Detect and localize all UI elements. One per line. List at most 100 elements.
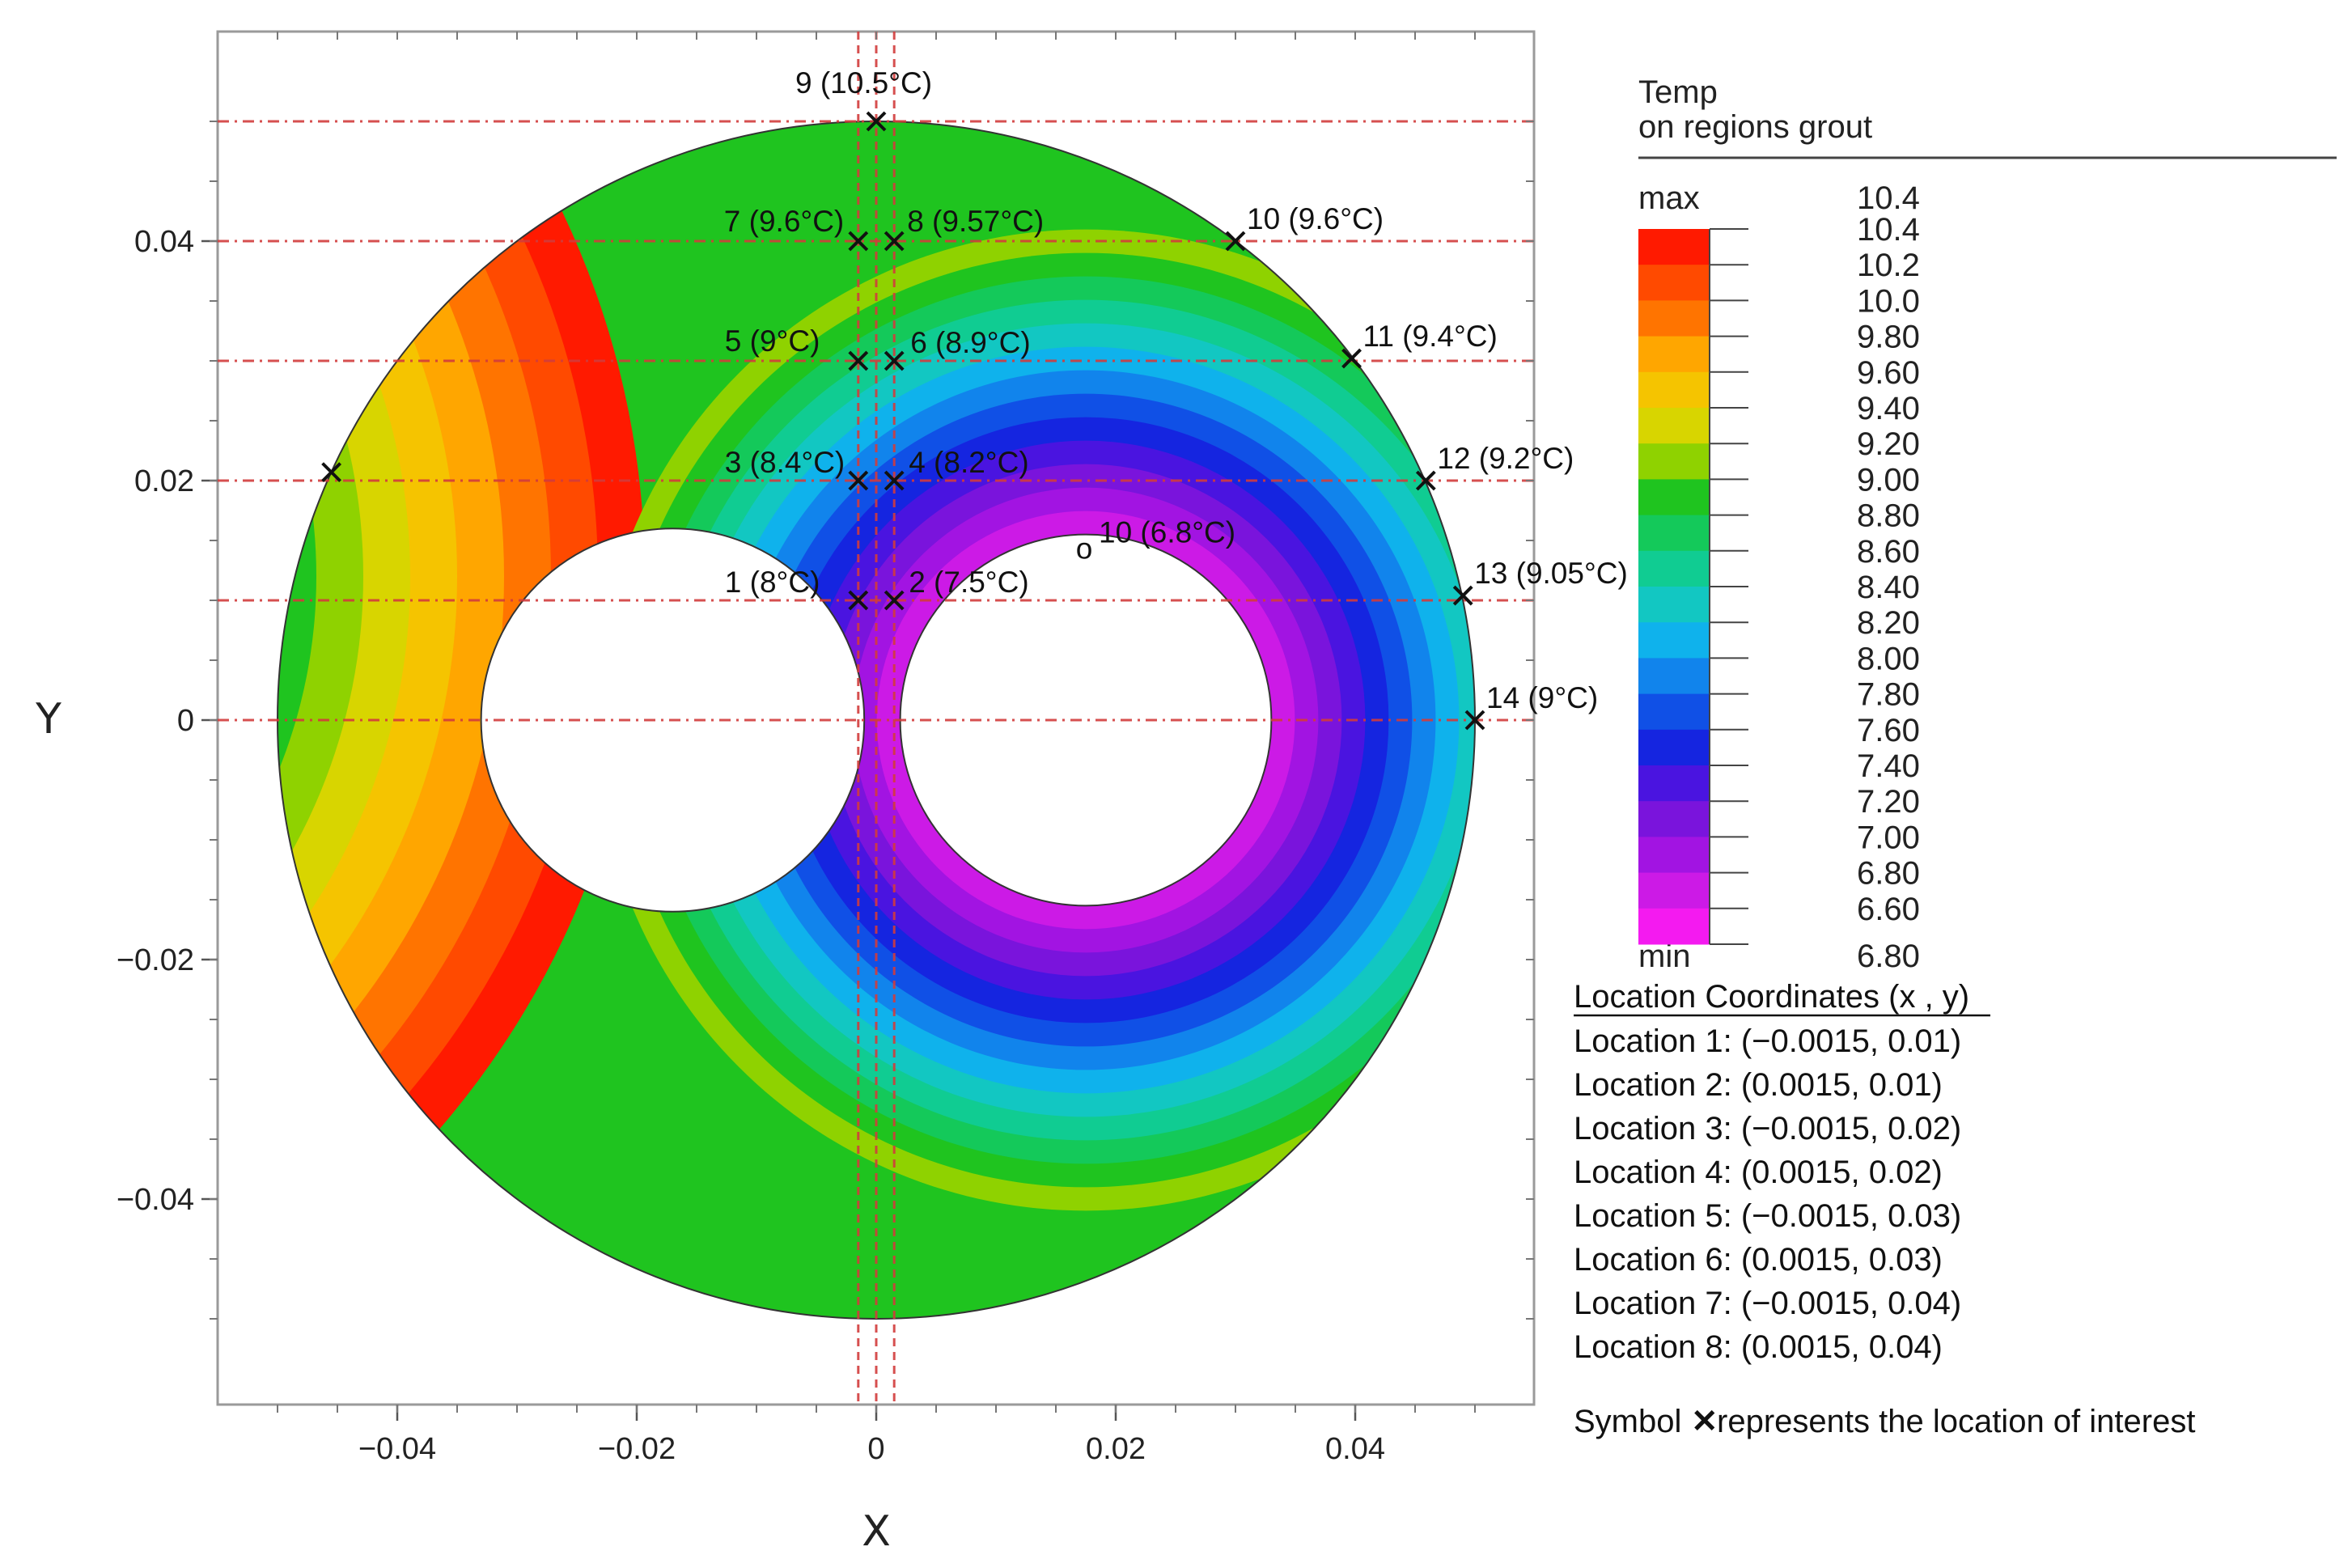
location-marker-2: 2 (7.5°C): [884, 566, 1029, 611]
colorbar-swatch: [1638, 371, 1710, 409]
colorbar-level-label: 7.80: [1857, 677, 1920, 713]
colorbar-level-label: 6.60: [1857, 892, 1920, 927]
cross-mark: [848, 590, 869, 611]
legend-max-value: 10.4: [1857, 180, 1920, 216]
symbol-note-prefix: Symbol: [1574, 1404, 1681, 1439]
colorbar-level-label: 8.40: [1857, 570, 1920, 605]
left-pipe-hole: [480, 528, 866, 913]
cross-mark: [1225, 231, 1246, 252]
colorbar-swatch: [1638, 765, 1710, 802]
annotation-marker: o: [1076, 532, 1093, 566]
colorbar-swatch: [1638, 300, 1710, 337]
location-marker-9: 9 (10.5°C): [795, 66, 932, 132]
location-marker-7: 7 (9.6°C): [724, 205, 869, 252]
symbol-note-suffix: represents the location of interest: [1717, 1404, 2195, 1439]
location-marker-6: 6 (8.9°C): [884, 326, 1031, 371]
colorbar-level-label: 7.20: [1857, 784, 1920, 820]
colorbar-swatch: [1638, 658, 1710, 695]
location-label-8: 8 (9.57°C): [907, 205, 1044, 238]
y-tick-label: 0.04: [134, 225, 194, 259]
location-label-11: 11 (9.4°C): [1363, 320, 1498, 353]
coordinate-item: Location 6: (0.0015, 0.03): [1574, 1242, 1943, 1278]
colorbar-swatch: [1638, 837, 1710, 874]
y-tick-label: 0.02: [134, 464, 194, 498]
colorbar-swatch: [1638, 550, 1710, 587]
location-marker-10: 10 (9.6°C): [1225, 202, 1384, 252]
colorbar-level-label: 8.60: [1857, 534, 1920, 570]
colorbar-level-label: 10.0: [1857, 283, 1920, 319]
cold-gradient-bands: [595, 229, 1534, 1211]
legend-max-label: max: [1638, 180, 1700, 216]
legend-min-value: 6.80: [1857, 939, 1920, 974]
coordinates-title: Location Coordinates (x , y): [1574, 979, 1969, 1015]
location-marker-8: 8 (9.57°C): [884, 205, 1044, 252]
colorbar-swatch: [1638, 229, 1710, 265]
location-label-3: 3 (8.4°C): [725, 446, 845, 479]
colorbar-swatch: [1638, 265, 1710, 301]
colorbar-level-label: 7.60: [1857, 713, 1920, 748]
y-tick-label: −0.02: [117, 943, 194, 977]
cross-mark: [884, 590, 905, 611]
colorbar-level-label: 9.80: [1857, 320, 1920, 355]
colorbar-swatch: [1638, 336, 1710, 373]
legend-title: Temp: [1638, 74, 1718, 110]
colorbar-swatch: [1638, 729, 1710, 766]
colorbar-level-label: 9.60: [1857, 355, 1920, 391]
location-marker-14: 14 (9°C): [1464, 681, 1598, 731]
location-label-14: 14 (9°C): [1486, 681, 1598, 714]
location-marker-1: 1 (8°C): [725, 566, 869, 611]
contour-band-cold: [876, 511, 1295, 930]
location-marker-12: 12 (9.2°C): [1415, 442, 1574, 491]
colorbar-swatch: [1638, 693, 1710, 731]
colorbar-swatch: [1638, 443, 1710, 480]
cross-mark: [848, 231, 869, 252]
x-axis-ticks: −0.04 −0.02 0 0.02 0.04: [277, 32, 1476, 1466]
colorbar-level-label: 8.80: [1857, 498, 1920, 534]
coordinate-item: Location 8: (0.0015, 0.04): [1574, 1329, 1943, 1365]
colorbar-level-label: 6.80: [1857, 856, 1920, 892]
cross-mark: [1341, 348, 1362, 369]
location-marker-4: 4 (8.2°C): [884, 446, 1029, 491]
cross-mark: [884, 350, 905, 371]
cross-mark: [848, 350, 869, 371]
x-tick-label: 0: [867, 1432, 884, 1466]
location-markers: 1 (8°C) 2 (7.5°C) 3 (8.4°C) 4 (8.2°C) 5 (9°C…: [321, 66, 1628, 731]
contour-band-hot: [218, 272, 316, 881]
location-label-2: 2 (7.5°C): [909, 566, 1028, 599]
colorbar-level-label: 10.2: [1857, 248, 1920, 283]
cross-mark: [848, 470, 869, 491]
x-tick-label: −0.02: [598, 1432, 676, 1466]
location-label-10: 10 (9.6°C): [1247, 202, 1384, 235]
colorbar-level-label: 9.00: [1857, 462, 1920, 498]
symbol-note-symbol: ✕: [1691, 1404, 1718, 1439]
location-label-5: 5 (9°C): [725, 324, 820, 358]
colorbar-swatch: [1638, 479, 1710, 516]
y-axis-title: Y: [35, 695, 61, 744]
y-tick-label: 0: [177, 704, 194, 738]
colorbar-swatch: [1638, 908, 1710, 945]
location-marker-3: 3 (8.4°C): [725, 446, 869, 491]
location-marker-13: 13 (9.05°C): [1452, 557, 1628, 606]
location-coordinates: Location Coordinates (x , y) Location 1:…: [1574, 979, 1990, 1365]
y-tick-label: −0.04: [117, 1183, 194, 1217]
cross-mark: [866, 111, 887, 132]
cross-mark: [1452, 585, 1473, 606]
colorbar-level-label: 8.00: [1857, 641, 1920, 676]
location-label-4: 4 (8.2°C): [909, 446, 1028, 479]
cross-mark: [1464, 710, 1485, 731]
colorbar-level-label: 7.00: [1857, 820, 1920, 855]
location-label-7: 7 (9.6°C): [724, 205, 844, 238]
location-marker-11: 11 (9.4°C): [1341, 320, 1498, 369]
coordinate-item: Location 2: (0.0015, 0.01): [1574, 1067, 1943, 1103]
location-label-6: 6 (8.9°C): [910, 326, 1030, 359]
coordinate-item: Location 1: (−0.0015, 0.01): [1574, 1023, 1961, 1059]
colorbar-swatch: [1638, 587, 1710, 623]
x-tick-label: 0.04: [1325, 1432, 1385, 1466]
location-marker-left: [321, 462, 342, 483]
symbol-note: Symbol ✕ represents the location of inte…: [1574, 1404, 2195, 1439]
x-axis-title: X: [862, 1507, 891, 1556]
colorbar-swatch: [1638, 801, 1710, 837]
legend-subtitle: on regions grout: [1638, 109, 1872, 145]
location-label-1: 1 (8°C): [725, 566, 820, 599]
